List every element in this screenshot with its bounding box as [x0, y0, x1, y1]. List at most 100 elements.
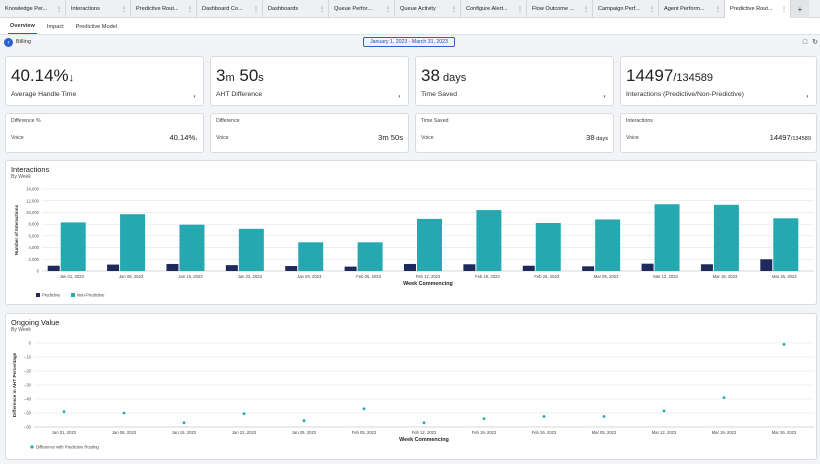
subcard-value: 38 days — [586, 133, 608, 142]
arrow-left-icon[interactable]: ‹ — [4, 38, 13, 47]
more-vertical-icon[interactable]: ⋮ — [121, 6, 127, 13]
tab-8[interactable]: Configure Alert... ⋮ — [461, 0, 527, 18]
more-vertical-icon[interactable]: ⋮ — [56, 6, 62, 13]
bar-non-predictive — [120, 214, 146, 271]
y-axis-label: Number of Interactions — [14, 204, 19, 255]
x-tick-label: Feb 19, 2023 — [475, 274, 500, 279]
y-axis-label: Difference in AHT Percentage — [12, 352, 17, 417]
tab-label: Queue Activity — [400, 6, 436, 12]
add-tab-button[interactable]: + — [791, 0, 809, 18]
bar-predictive — [107, 264, 120, 271]
tab-strip: Knowledge Per... ⋮ Interactions ⋮ Predictive… — [0, 0, 820, 18]
more-vertical-icon[interactable]: ⋮ — [583, 6, 589, 13]
subcard-interactions: Interactions Voice 14497/134589 — [620, 113, 817, 153]
bar-non-predictive — [476, 210, 502, 271]
tab-label: Predictive Rout... — [136, 6, 179, 12]
bar-predictive — [463, 264, 476, 271]
chart-icon[interactable]: ◐ — [806, 94, 810, 100]
scatter-point — [62, 410, 66, 413]
y-tick-label: −10 — [24, 355, 32, 360]
scatter-point — [482, 417, 486, 420]
more-vertical-icon[interactable]: ⋮ — [517, 6, 523, 13]
tab-4[interactable]: Dashboard Co... ⋮ — [197, 0, 263, 18]
chart-icon[interactable]: ◐ — [398, 94, 402, 100]
bar-non-predictive — [357, 242, 383, 271]
subcard-value: 3m 50s — [378, 133, 403, 142]
scatter-point — [362, 407, 366, 411]
tab-1[interactable]: Knowledge Per... ⋮ — [0, 0, 66, 18]
x-tick-label: Mar 19, 2023 — [713, 274, 738, 279]
x-tick-label: Jan 29, 2023 — [292, 430, 317, 435]
more-vertical-icon[interactable]: ⋮ — [319, 6, 325, 13]
kpi-value: 40.14%↓ — [11, 66, 75, 85]
tab-label: Agent Perform... — [664, 6, 705, 12]
more-vertical-icon[interactable]: ⋮ — [451, 6, 457, 13]
panel-title: Ongoing Value — [11, 318, 60, 327]
legend-swatch — [71, 293, 75, 297]
bar-predictive — [47, 265, 60, 271]
refresh-icon[interactable]: ↻ — [812, 39, 818, 46]
tab-10[interactable]: Campaign Perf... ⋮ — [593, 0, 659, 18]
more-vertical-icon[interactable]: ⋮ — [253, 6, 259, 13]
tab-12[interactable]: Predictive Rout... ⋮ — [725, 0, 791, 18]
subcard-title: Time Saved — [421, 118, 449, 124]
tab-5[interactable]: Dashboards ⋮ — [263, 0, 329, 18]
bar-predictive — [225, 265, 238, 271]
tab-2[interactable]: Interactions ⋮ — [66, 0, 131, 18]
bar-predictive — [760, 259, 773, 271]
x-tick-label: Jan 29, 2023 — [297, 274, 322, 279]
bar-non-predictive — [60, 222, 86, 271]
tab-3[interactable]: Predictive Rout... ⋮ — [131, 0, 197, 18]
y-tick-label: 2,000 — [29, 257, 40, 262]
date-range-picker[interactable]: January 1, 2023 - March 31, 2023 — [363, 37, 455, 47]
subcard-title: Difference % — [11, 118, 41, 124]
tab-label: Predictive Rout... — [730, 6, 773, 12]
subtab-impact[interactable]: Impact — [46, 24, 64, 30]
y-tick-label: 12,000 — [26, 198, 39, 203]
subcard-value: 14497/134589 — [769, 133, 811, 142]
tab-label: Dashboards — [268, 6, 299, 12]
tab-label: Flow Outcome ... — [532, 6, 575, 12]
bar-predictive — [404, 263, 416, 271]
subtab-overview[interactable]: Overview — [8, 23, 37, 34]
y-tick-label: 8,000 — [29, 222, 40, 227]
x-tick-label: Feb 05, 2023 — [356, 274, 381, 279]
x-tick-label: Jan 15, 2023 — [172, 430, 197, 435]
bar-non-predictive — [595, 219, 621, 271]
more-vertical-icon[interactable]: ⋮ — [385, 6, 391, 13]
tab-7[interactable]: Queue Activity ⋮ — [395, 0, 461, 18]
kpi-value: 3m 50s — [216, 66, 264, 85]
kpi-card-aht-difference: 3m 50s AHT Difference ◐ — [210, 56, 409, 106]
scatter-point — [722, 396, 726, 399]
tab-label: Queue Perfor... — [334, 6, 372, 12]
bar-non-predictive — [654, 204, 680, 271]
more-vertical-icon[interactable]: ⋮ — [187, 6, 193, 13]
legend-swatch — [30, 445, 34, 449]
more-vertical-icon[interactable]: ⋮ — [649, 6, 655, 13]
more-vertical-icon[interactable]: ⋮ — [715, 6, 721, 13]
scatter-point — [242, 412, 246, 416]
tab-11[interactable]: Agent Perform... ⋮ — [659, 0, 725, 18]
chart-icon[interactable]: ◐ — [193, 94, 197, 100]
x-tick-label: Mar 05, 2023 — [594, 274, 619, 279]
y-tick-label: −50 — [24, 411, 32, 416]
y-tick-label: −30 — [24, 383, 32, 388]
y-tick-label: 6,000 — [29, 233, 40, 238]
tab-9[interactable]: Flow Outcome ... ⋮ — [527, 0, 593, 18]
breadcrumb-billing[interactable]: Billing — [16, 39, 31, 45]
tab-6[interactable]: Queue Perfor... ⋮ — [329, 0, 395, 18]
tab-label: Configure Alert... — [466, 6, 508, 12]
y-tick-label: 0 — [37, 269, 40, 274]
bar-predictive — [285, 266, 298, 271]
panel-subtitle: By Week — [11, 174, 31, 180]
bar-non-predictive — [298, 242, 324, 271]
x-tick-label: Jan 22, 2023 — [238, 274, 263, 279]
bar-predictive — [166, 263, 179, 271]
subtab-predictive-model[interactable]: Predictive Model — [75, 24, 118, 30]
bar-predictive — [641, 263, 654, 271]
more-vertical-icon[interactable]: ⋮ — [781, 6, 787, 13]
chart-icon[interactable]: ◐ — [603, 94, 607, 100]
scatter-point — [602, 415, 606, 418]
filter-bar: ‹ Billing January 1, 2023 - March 31, 20… — [0, 35, 820, 50]
save-icon[interactable]: □ — [802, 38, 808, 46]
